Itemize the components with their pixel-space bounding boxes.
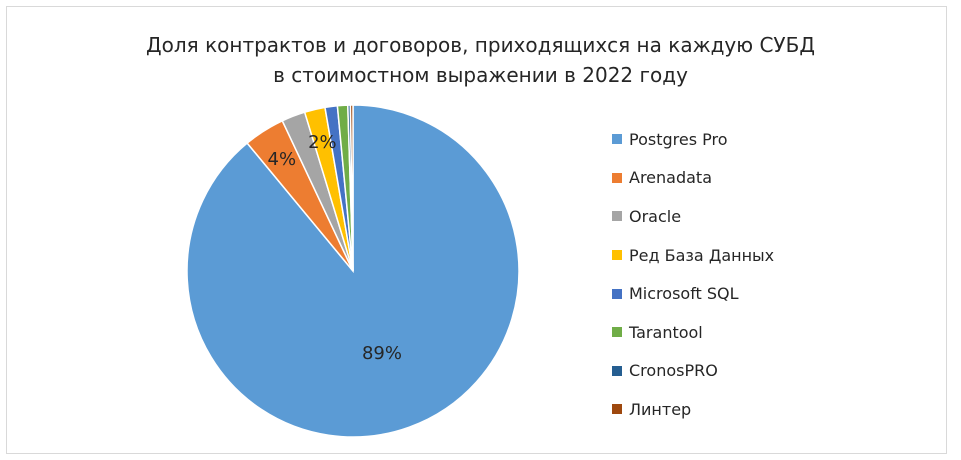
legend-swatch	[612, 288, 622, 299]
legend-item: Ред База Данных	[612, 236, 912, 275]
chart-title-line-2: в стоимостном выражении в 2022 году	[273, 63, 688, 87]
pie-slice-линтер	[349, 104, 354, 272]
legend-swatch	[612, 327, 622, 338]
chart-title: Доля контрактов и договоров, приходящихс…	[0, 30, 961, 90]
data-label-0: 89%	[362, 343, 402, 364]
legend-label: Microsoft SQL	[629, 284, 739, 304]
data-label-1: 4%	[268, 149, 297, 170]
legend-label: Oracle	[629, 206, 682, 226]
legend-label: Линтер	[629, 399, 692, 419]
legend-item: Microsoft SQL	[612, 274, 912, 313]
legend-item: CronosPRO	[612, 352, 912, 391]
legend-item: Postgres Pro	[612, 120, 912, 159]
data-label-3: 2%	[308, 132, 337, 153]
legend-swatch	[612, 365, 622, 376]
legend-label: Postgres Pro	[629, 129, 728, 149]
legend-label: Ред База Данных	[629, 245, 775, 265]
legend-label: Tarantool	[629, 322, 703, 342]
legend-swatch	[612, 250, 622, 261]
legend-swatch	[612, 404, 622, 415]
legend-swatch	[612, 172, 622, 183]
legend-item: Линтер	[612, 390, 912, 429]
legend-item: Arenadata	[612, 159, 912, 198]
chart-legend: Postgres Pro Arenadata Oracle Ред База Данн…	[612, 120, 912, 429]
legend-swatch	[612, 211, 622, 222]
legend-label: CronosPRO	[629, 361, 718, 381]
legend-label: Arenadata	[629, 168, 712, 188]
legend-swatch	[612, 134, 622, 145]
legend-item: Oracle	[612, 197, 912, 236]
legend-item: Tarantool	[612, 313, 912, 352]
chart-title-line-1: Доля контрактов и договоров, приходящихс…	[146, 33, 815, 57]
